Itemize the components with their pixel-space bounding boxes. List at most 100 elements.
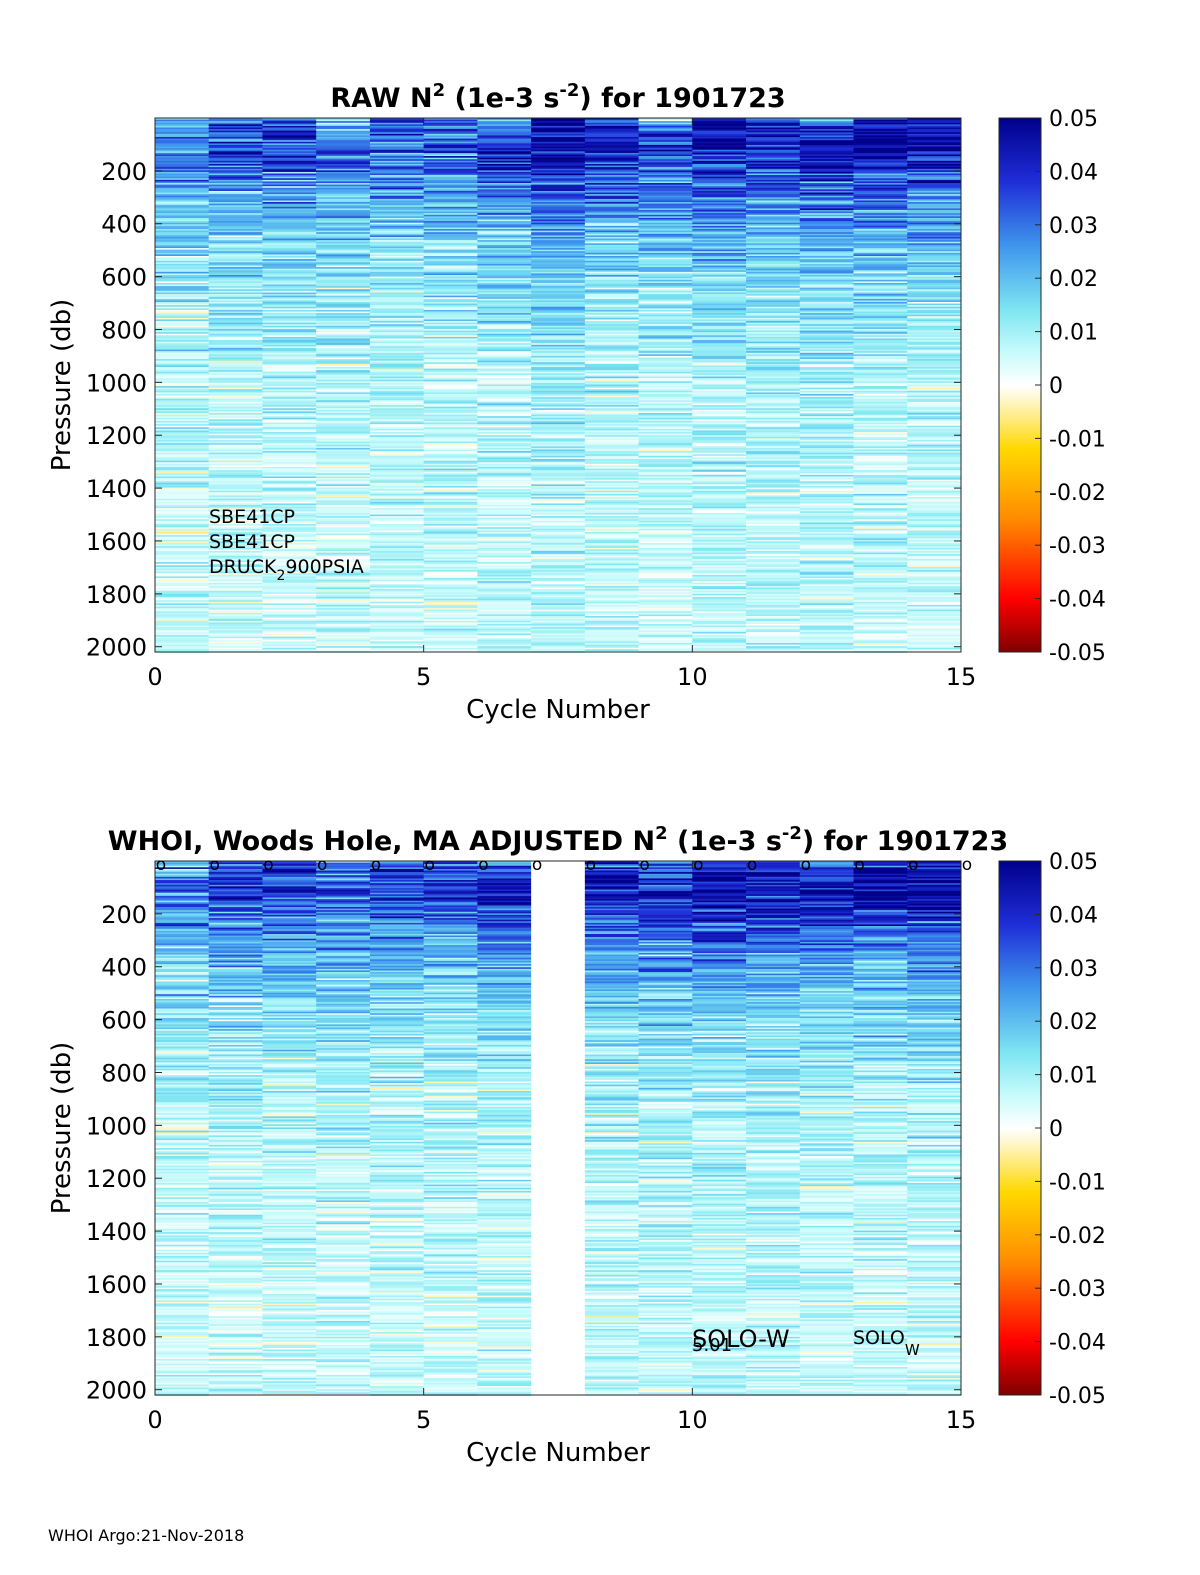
n2-cell	[208, 327, 263, 330]
n2-cell	[262, 568, 317, 571]
n2-cell	[853, 441, 908, 444]
n2-cell	[316, 430, 371, 433]
n2-cell	[638, 512, 693, 515]
n2-cell	[799, 202, 854, 205]
n2-cell	[531, 151, 586, 154]
n2-cell	[584, 490, 639, 493]
n2-cell	[477, 313, 532, 316]
n2-cell	[155, 317, 210, 320]
n2-cell	[316, 617, 371, 620]
n2-cell	[531, 133, 586, 136]
n2-cell	[907, 181, 962, 184]
n2-cell	[638, 612, 693, 615]
n2-cell	[477, 143, 532, 146]
n2-cell	[584, 208, 639, 211]
n2-cell	[853, 432, 908, 435]
n2-cell	[316, 198, 371, 201]
n2-cell	[799, 609, 854, 612]
n2-cell	[208, 581, 263, 584]
n2-cell	[155, 614, 210, 617]
n2-cell	[208, 335, 263, 338]
n2-cell	[584, 509, 639, 512]
n2-cell	[155, 606, 210, 609]
n2-cell	[316, 292, 371, 295]
n2-cell	[531, 470, 586, 473]
n2-cell	[531, 546, 586, 549]
n2-cell	[262, 509, 317, 512]
n2-cell	[477, 349, 532, 352]
n2-cell	[155, 270, 210, 273]
n2-cell	[208, 192, 263, 195]
n2-cell	[907, 332, 962, 335]
n2-cell	[208, 584, 263, 587]
n2-cell	[477, 459, 532, 462]
n2-cell	[155, 129, 210, 132]
n2-cell	[799, 628, 854, 631]
n2-cell	[531, 581, 586, 584]
n2-cell	[531, 301, 586, 304]
n2-cell	[369, 255, 425, 258]
n2-cell	[155, 322, 210, 325]
n2-cell	[316, 509, 371, 512]
n2-cell	[799, 376, 854, 379]
n2-cell	[638, 409, 693, 412]
n2-cell	[477, 289, 532, 292]
n2-cell	[746, 165, 801, 168]
n2-cell	[692, 541, 747, 544]
n2-cell	[262, 582, 317, 585]
n2-cell	[423, 343, 478, 346]
n2-cell	[369, 628, 425, 631]
n2-cell	[316, 531, 371, 534]
n2-cell	[155, 167, 210, 170]
n2-cell	[208, 647, 263, 650]
n2-cell	[208, 514, 263, 517]
n2-cell	[155, 200, 210, 203]
n2-cell	[638, 309, 693, 312]
n2-cell	[155, 368, 210, 371]
n2-cell	[316, 300, 371, 303]
n2-cell	[316, 638, 371, 641]
n2-cell	[155, 371, 210, 374]
n2-cell	[531, 493, 586, 496]
n2-cell	[584, 324, 639, 327]
n2-cell	[155, 202, 210, 205]
n2-cell	[692, 611, 747, 614]
n2-cell	[853, 587, 908, 590]
n2-cell	[262, 124, 317, 127]
n2-cell	[423, 462, 478, 465]
n2-cell	[799, 229, 854, 232]
n2-cell	[316, 332, 371, 335]
n2-cell	[853, 451, 908, 454]
n2-cell	[423, 240, 478, 243]
n2-cell	[369, 638, 425, 641]
n2-cell	[584, 238, 639, 241]
n2-cell	[692, 408, 747, 411]
n2-cell	[208, 459, 263, 462]
n2-cell	[531, 541, 586, 544]
n2-cell	[799, 178, 854, 181]
n2-cell	[208, 203, 263, 206]
n2-cell	[638, 562, 693, 565]
n2-cell	[907, 192, 962, 195]
n2-cell	[746, 313, 801, 316]
n2-cell	[155, 124, 210, 127]
n2-cell	[155, 566, 210, 569]
n2-cell	[853, 257, 908, 260]
n2-cell	[155, 506, 210, 509]
n2-cell	[638, 484, 693, 487]
n2-cell	[477, 230, 532, 233]
n2-cell	[853, 633, 908, 636]
n2-cell	[477, 213, 532, 216]
n2-cell	[423, 227, 478, 230]
n2-cell	[799, 232, 854, 235]
n2-cell	[584, 384, 639, 387]
n2-cell	[369, 393, 425, 396]
n2-cell	[477, 281, 532, 284]
n2-cell	[477, 209, 532, 212]
n2-cell	[638, 179, 693, 182]
n2-cell	[208, 121, 263, 124]
n2-cell	[799, 297, 854, 300]
n2-cell	[853, 198, 908, 201]
n2-cell	[692, 140, 747, 143]
n2-cell	[155, 171, 210, 174]
